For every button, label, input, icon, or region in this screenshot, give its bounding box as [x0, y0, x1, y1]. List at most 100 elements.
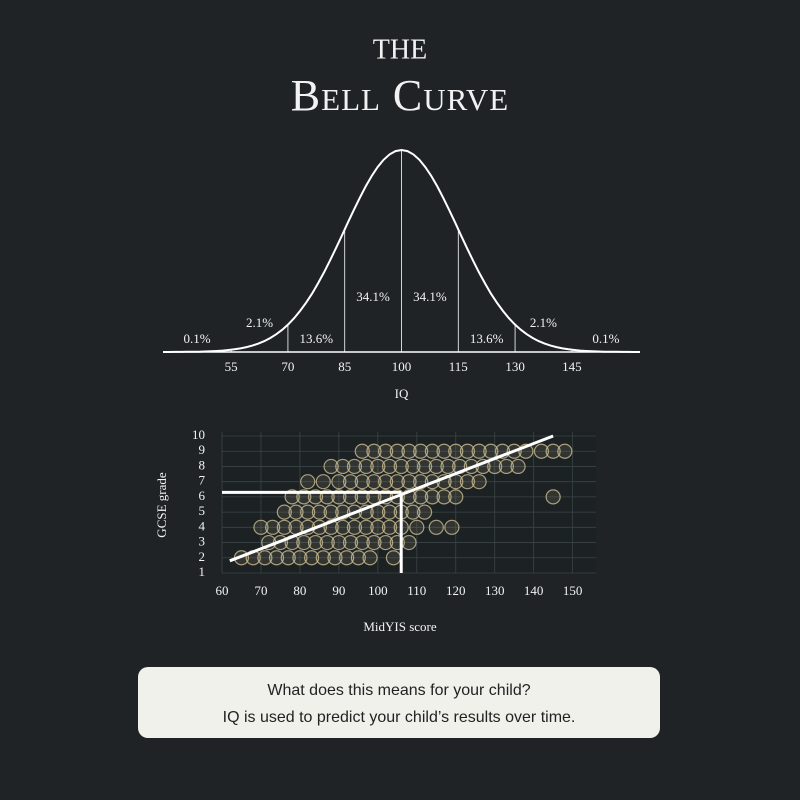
point [358, 458, 374, 475]
point [342, 534, 359, 551]
point [354, 534, 370, 551]
x-tick-label: 60 [216, 583, 229, 598]
x-tick-label: 85 [338, 359, 351, 374]
point [424, 443, 440, 459]
y-tick-label: 2 [199, 549, 206, 564]
point [292, 550, 308, 566]
x-tick-label: 70 [254, 583, 267, 598]
point [307, 534, 324, 551]
point [413, 443, 429, 459]
point [339, 550, 355, 566]
x-tick-label: 130 [485, 583, 505, 598]
point [545, 489, 561, 505]
point [366, 474, 382, 490]
point [335, 458, 351, 475]
point [362, 550, 378, 566]
segment-label: 34.1% [356, 289, 390, 304]
point [416, 458, 433, 475]
point [300, 474, 316, 490]
x-tick-label: 115 [449, 359, 468, 374]
x-tick-label: 100 [392, 359, 412, 374]
x-tick-label: 100 [368, 583, 388, 598]
point [424, 489, 440, 505]
y-tick-label: 8 [199, 457, 206, 472]
point [342, 474, 359, 490]
segment-label: 0.1% [184, 331, 211, 346]
point [280, 550, 296, 566]
point [471, 443, 487, 459]
point [393, 458, 409, 475]
point [378, 443, 394, 459]
x-tick-label: 90 [332, 583, 345, 598]
segment-label: 0.1% [592, 331, 619, 346]
segment-label: 13.6% [300, 331, 334, 346]
point [346, 458, 363, 475]
point [335, 519, 351, 535]
point [428, 458, 444, 475]
point [533, 443, 550, 459]
point [459, 474, 476, 490]
x-axis-label: MidYIS score [363, 619, 437, 634]
point [370, 458, 386, 475]
segment-label: 2.1% [246, 315, 273, 330]
x-tick-label: 130 [505, 359, 525, 374]
y-tick-label: 10 [192, 427, 205, 442]
x-tick-label: 140 [524, 583, 544, 598]
point [265, 519, 281, 535]
point [378, 534, 394, 551]
point [405, 458, 421, 475]
point [366, 443, 382, 459]
point [545, 443, 561, 459]
point [319, 534, 335, 551]
segment [231, 324, 288, 352]
point [389, 443, 405, 459]
point [510, 458, 526, 475]
point [409, 519, 425, 535]
point [413, 489, 429, 505]
x-axis-label: IQ [395, 386, 409, 401]
point [331, 534, 347, 551]
point [268, 550, 285, 566]
point [498, 458, 514, 475]
point [557, 443, 573, 459]
point [315, 550, 331, 566]
point [381, 504, 398, 520]
x-tick-label: 70 [281, 359, 294, 374]
y-axis-label: GCSE grade [154, 472, 169, 538]
point [401, 474, 417, 490]
point [276, 519, 292, 535]
x-tick-label: 120 [446, 583, 466, 598]
point [416, 504, 433, 520]
point [405, 504, 421, 520]
point [350, 550, 366, 566]
segment-label: 34.1% [413, 289, 447, 304]
trend-line [229, 434, 554, 563]
x-tick-label: 145 [562, 359, 582, 374]
y-tick-label: 9 [199, 442, 206, 457]
point [300, 504, 316, 520]
point [296, 534, 312, 551]
point [323, 458, 339, 475]
point [323, 504, 339, 520]
point [428, 519, 444, 535]
point [448, 489, 464, 505]
y-tick-label: 3 [199, 534, 206, 549]
point [440, 458, 456, 475]
point [471, 474, 487, 490]
point [401, 443, 417, 459]
y-tick-label: 1 [199, 564, 206, 579]
title-line1: THE [373, 34, 427, 65]
title-line2: Bell Curve [291, 71, 509, 120]
x-tick-label: 150 [563, 583, 583, 598]
point [381, 519, 398, 535]
point [483, 443, 499, 459]
segment-label: 2.1% [530, 315, 557, 330]
point [459, 443, 476, 459]
point [448, 443, 464, 459]
point [354, 443, 370, 459]
point [378, 474, 394, 490]
point [315, 474, 331, 490]
point [370, 519, 386, 535]
